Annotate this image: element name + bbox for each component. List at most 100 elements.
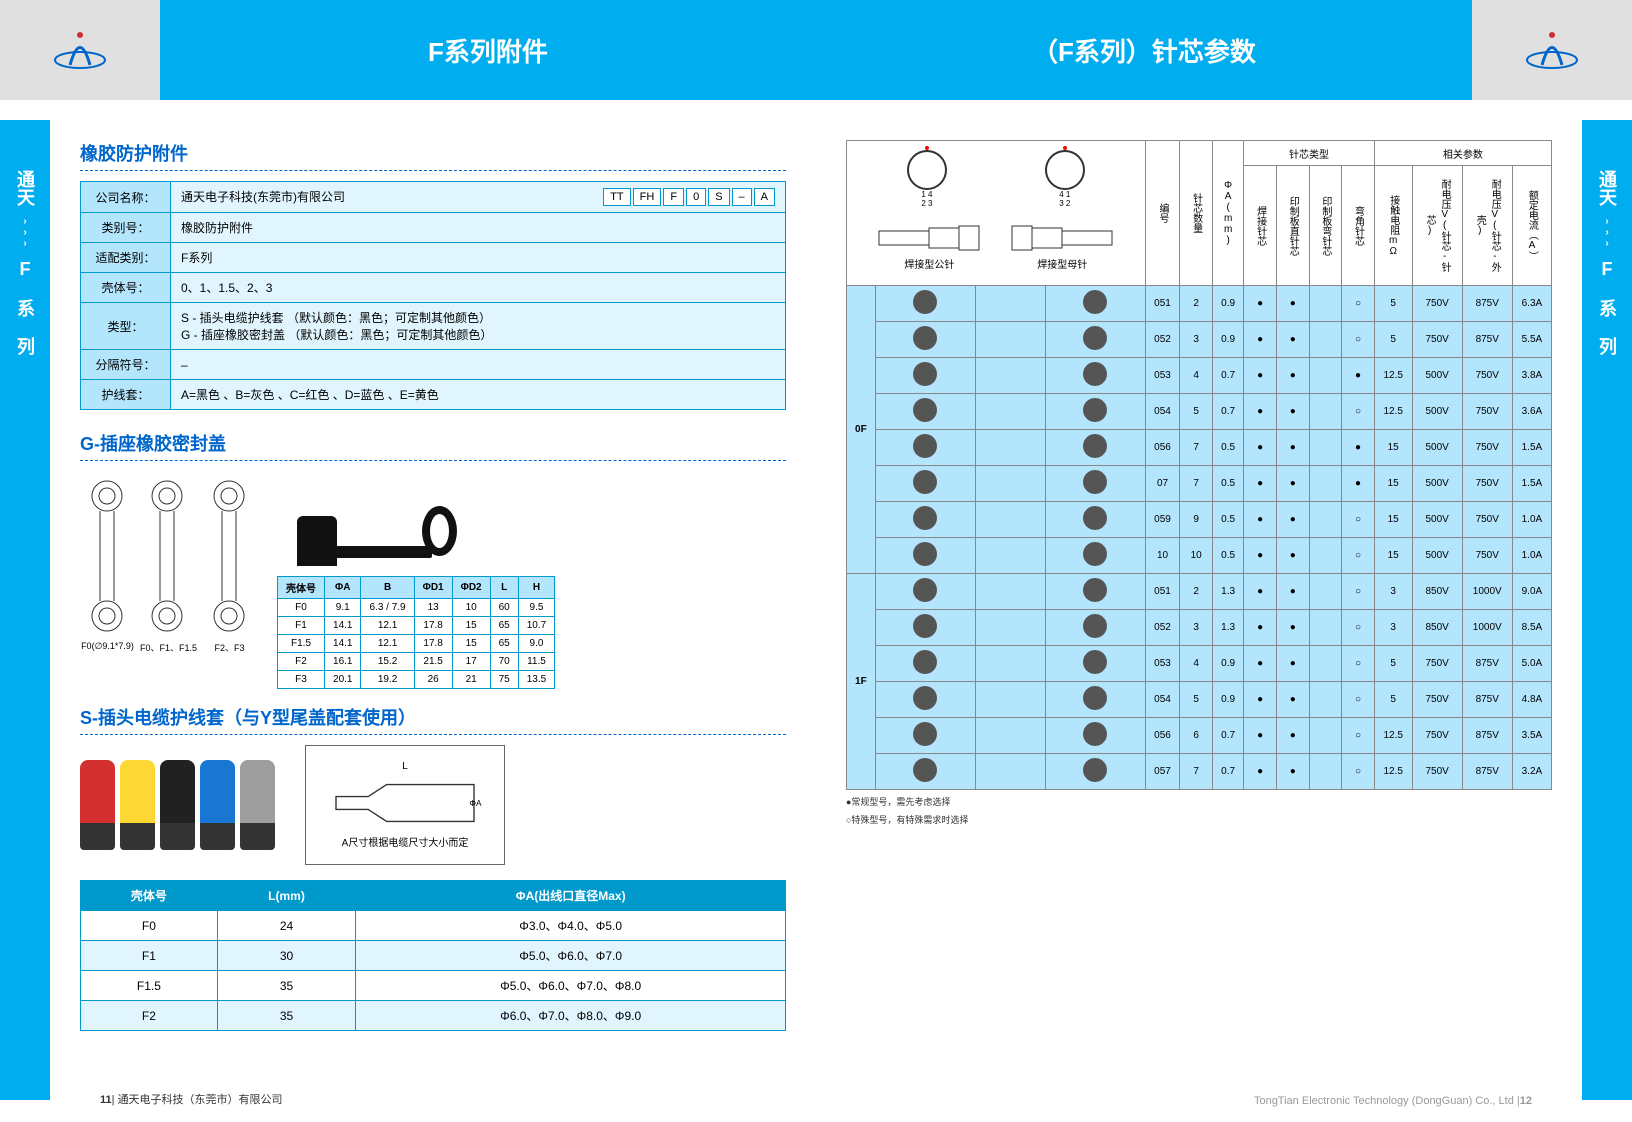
- pin-cell: 12.5: [1374, 718, 1412, 754]
- conn-cell: [1045, 718, 1145, 754]
- female-label: 焊接型母针: [1007, 256, 1117, 271]
- dim-cell: 17: [452, 653, 490, 671]
- col-group-type: 针芯类型: [1244, 141, 1375, 166]
- dim-cell: 16.1: [325, 653, 361, 671]
- pin-cell: 750V: [1462, 358, 1512, 394]
- sleeve-sample: [120, 760, 155, 850]
- pin-cell: 5: [1374, 682, 1412, 718]
- pin-cell: 750V: [1462, 430, 1512, 466]
- pin-cell: 056: [1145, 718, 1180, 754]
- spec-label: 壳体号：: [81, 273, 171, 303]
- pin-cell: 5: [1180, 394, 1213, 430]
- code-box: F: [663, 188, 684, 206]
- pin-cell: ●: [1276, 574, 1309, 610]
- sleeve-header: ΦA(出线口直径Max): [356, 881, 786, 911]
- side-company-r: 通天: [1594, 170, 1620, 206]
- code-box: S: [708, 188, 729, 206]
- side-series: F 系 列: [12, 259, 38, 355]
- col-t2: 印制板直针芯: [1276, 166, 1309, 286]
- dim-cell: 70: [490, 653, 518, 671]
- rubber-spec-table: 公司名称：通天电子科技(东莞市)有限公司TTFHF0S–A类别号：橡胶防护附件适…: [80, 181, 786, 410]
- pin-cell: 2: [1180, 574, 1213, 610]
- male-label: 焊接型公针: [874, 256, 984, 271]
- sleeve-diagram: L ΦA A尺寸根据电缆尺寸大小而定: [305, 745, 505, 865]
- pin-cell: 875V: [1462, 718, 1512, 754]
- pin-cell: 875V: [1462, 286, 1512, 322]
- connector-icon: [913, 578, 937, 602]
- connector-icon: [1083, 506, 1107, 530]
- right-page: 1 42 3 4 13 2 焊接型公针 焊接型母针: [816, 120, 1582, 1100]
- pin-cell: 12.5: [1374, 754, 1412, 790]
- conn-cell: [875, 358, 975, 394]
- spec-label: 类型：: [81, 303, 171, 350]
- pin-cell: 875V: [1462, 682, 1512, 718]
- connector-icon: [913, 470, 937, 494]
- pin-cell: 5: [1374, 286, 1412, 322]
- spec-value: 0、1、1.5、2、3: [171, 273, 786, 303]
- pin-cell: ●: [1244, 538, 1277, 574]
- pin-cell: [1309, 286, 1342, 322]
- pin-cell: 875V: [1462, 646, 1512, 682]
- sleeve-cell: F1: [81, 941, 218, 971]
- sleeve-cell: 35: [217, 971, 356, 1001]
- pin-cell: [1309, 610, 1342, 646]
- dim-cell: 11.5: [518, 653, 554, 671]
- conn-cell: [1045, 574, 1145, 610]
- spec-value: F系列: [171, 243, 786, 273]
- pin-cell: ●: [1244, 466, 1277, 502]
- pin-cell: 15: [1374, 538, 1412, 574]
- pin-cell: ●: [1276, 466, 1309, 502]
- pin-cell: [1309, 718, 1342, 754]
- spec-value: 通天电子科技(东莞市)有限公司TTFHF0S–A: [171, 182, 786, 213]
- pin-cell: 052: [1145, 322, 1180, 358]
- dim-cell: F1.5: [278, 635, 325, 653]
- dim-cell: 60: [490, 599, 518, 617]
- pin-cell: ●: [1244, 322, 1277, 358]
- conn-cell: [975, 646, 1045, 682]
- arrows-icon: ›››: [1602, 216, 1613, 249]
- pin-footnote-2: ○特殊型号，有特殊需求时选择: [846, 813, 1552, 826]
- connector-icon: [913, 542, 937, 566]
- spec-label: 适配类别：: [81, 243, 171, 273]
- logo-left: [0, 0, 160, 100]
- logo-icon: [1522, 20, 1582, 80]
- pin-cell: 750V: [1412, 286, 1462, 322]
- pin-cell: ○: [1342, 286, 1375, 322]
- col-group-param: 相关参数: [1374, 141, 1551, 166]
- code-box: TT: [603, 188, 630, 206]
- pin-cell: 5: [1180, 682, 1213, 718]
- dim-cell: 13.5: [518, 671, 554, 689]
- col-t4: 弯角针芯: [1342, 166, 1375, 286]
- pin-cell: ●: [1276, 394, 1309, 430]
- pin-cell: ○: [1342, 610, 1375, 646]
- spec-label: 分隔符号：: [81, 350, 171, 380]
- pin-cell: ●: [1276, 754, 1309, 790]
- dim-cell: 75: [490, 671, 518, 689]
- pin-cell: 5: [1374, 322, 1412, 358]
- dim-cell: 9.0: [518, 635, 554, 653]
- connector-icon: [1083, 290, 1107, 314]
- dim-cell: 21.5: [414, 653, 452, 671]
- pin-param-table: 1 42 3 4 13 2 焊接型公针 焊接型母针: [846, 140, 1552, 790]
- footer-company-right: TongTian Electronic Technology (DongGuan…: [1254, 1095, 1514, 1107]
- cap-dim-table: 壳体号ΦABΦD1ΦD2LH F09.16.3 / 7.91310609.5F1…: [277, 576, 555, 689]
- connector-icon: [1083, 578, 1107, 602]
- conn-cell: [1045, 610, 1145, 646]
- pin-cell: [1309, 682, 1342, 718]
- dim-cell: 9.5: [518, 599, 554, 617]
- left-page: 橡胶防护附件 公司名称：通天电子科技(东莞市)有限公司TTFHF0S–A类别号：…: [50, 120, 816, 1100]
- pin-cell: 7: [1180, 466, 1213, 502]
- dim-header: 壳体号: [278, 577, 325, 599]
- pin-cell: 875V: [1462, 754, 1512, 790]
- pin-cell: [1309, 322, 1342, 358]
- conn-cell: [1045, 754, 1145, 790]
- dim-cell: F0: [278, 599, 325, 617]
- pin-cell: 1.0A: [1512, 538, 1551, 574]
- connector-icon: [1083, 326, 1107, 350]
- connector-icon: [913, 398, 937, 422]
- pin-cell: ●: [1342, 466, 1375, 502]
- series-label: 0F: [847, 286, 876, 574]
- pin-cell: 6.3A: [1512, 286, 1551, 322]
- sleeve-cell: Φ5.0、Φ6.0、Φ7.0: [356, 941, 786, 971]
- rubber-title: 橡胶防护附件: [80, 140, 786, 171]
